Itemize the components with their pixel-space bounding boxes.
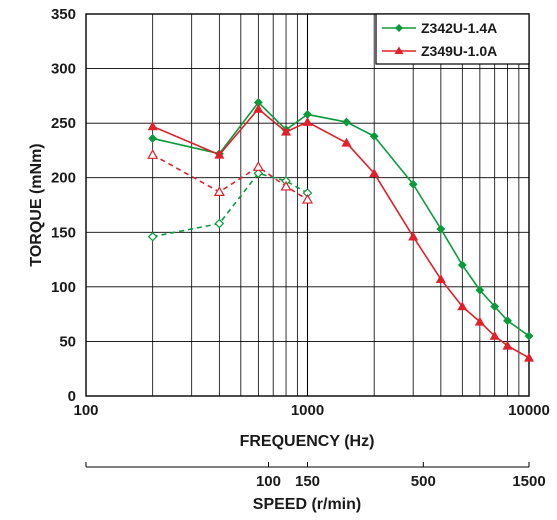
triangle-marker xyxy=(457,301,468,311)
triangle-marker xyxy=(253,103,264,113)
diamond-marker xyxy=(524,331,534,341)
triangle-marker xyxy=(301,193,314,204)
series-3 xyxy=(147,149,314,204)
legend: Z342U-1.4A Z349U-1.0A xyxy=(375,13,530,65)
diamond-marker xyxy=(342,117,351,127)
legend-label-z342u: Z342U-1.4A xyxy=(421,20,497,36)
triangle-marker xyxy=(214,149,225,159)
y-tick-label: 300 xyxy=(51,61,76,78)
y-tick-label: 350 xyxy=(51,6,76,23)
legend-diamond-marker xyxy=(395,24,403,32)
y-tick-label: 50 xyxy=(59,333,76,350)
triangle-marker xyxy=(252,161,264,171)
diamond-marker xyxy=(490,302,500,311)
legend-label-z349u: Z349U-1.0A xyxy=(421,43,497,59)
triangle-marker xyxy=(474,316,485,326)
triangle-marker xyxy=(435,274,446,284)
diamond-marker xyxy=(475,285,485,295)
diamond-marker xyxy=(253,168,264,179)
diamond-marker xyxy=(214,218,225,229)
triangle-marker xyxy=(502,340,513,350)
series-line xyxy=(152,172,308,238)
x-tick-labels: 100 1000 10000 xyxy=(73,402,549,419)
y-tick-labels: 0 50 100 150 200 250 300 350 xyxy=(51,6,76,405)
triangle-marker xyxy=(523,352,535,362)
triangle-marker xyxy=(302,116,313,126)
legend-box xyxy=(375,13,530,65)
x-axis-title: FREQUENCY (Hz) xyxy=(240,433,375,450)
plot-frame xyxy=(85,13,530,397)
triangle-marker xyxy=(408,231,419,241)
series-line xyxy=(152,108,530,359)
triangle-marker xyxy=(281,126,292,136)
y-tick-label: 250 xyxy=(51,115,76,132)
triangle-marker xyxy=(213,186,225,197)
series-1 xyxy=(147,103,535,362)
speed-tick-label: 1500 xyxy=(512,473,545,490)
x-tick-label: 1000 xyxy=(291,402,324,419)
diamond-marker xyxy=(148,133,158,143)
triangle-marker xyxy=(147,121,158,131)
series-line xyxy=(152,154,308,201)
diamond-marker xyxy=(457,260,467,270)
y-axis-title: TORQUE (mNm) xyxy=(28,143,45,266)
y-tick-label: 200 xyxy=(51,170,76,187)
diamond-marker xyxy=(408,179,418,189)
diamond-marker xyxy=(436,224,446,234)
series-line xyxy=(152,101,530,337)
grid-lines xyxy=(86,14,529,396)
speed-tick-label: 500 xyxy=(411,473,436,490)
triangle-marker xyxy=(369,168,380,178)
x-tick-label: 10000 xyxy=(508,402,550,419)
y-tick-label: 100 xyxy=(51,279,76,296)
diamond-marker xyxy=(147,231,158,242)
triangle-marker xyxy=(280,180,292,191)
series-2 xyxy=(147,168,313,242)
y-tick-label: 150 xyxy=(51,224,76,241)
diamond-marker xyxy=(503,316,512,326)
diamond-marker xyxy=(369,131,379,141)
x-tick-label: 100 xyxy=(73,402,98,419)
legend-triangle-marker xyxy=(394,46,404,54)
triangle-marker xyxy=(489,330,500,340)
triangle-marker xyxy=(341,137,352,147)
speed-axis-title: SPEED (r/min) xyxy=(253,496,361,513)
speed-tick-label: 150 xyxy=(295,473,320,490)
series-layer xyxy=(147,97,535,362)
series-0 xyxy=(148,97,534,341)
triangle-marker xyxy=(147,149,159,159)
speed-axis: 100 150 500 1500 xyxy=(85,462,546,490)
speed-tick-label: 100 xyxy=(256,473,281,490)
y-tick-label: 0 xyxy=(68,388,76,405)
